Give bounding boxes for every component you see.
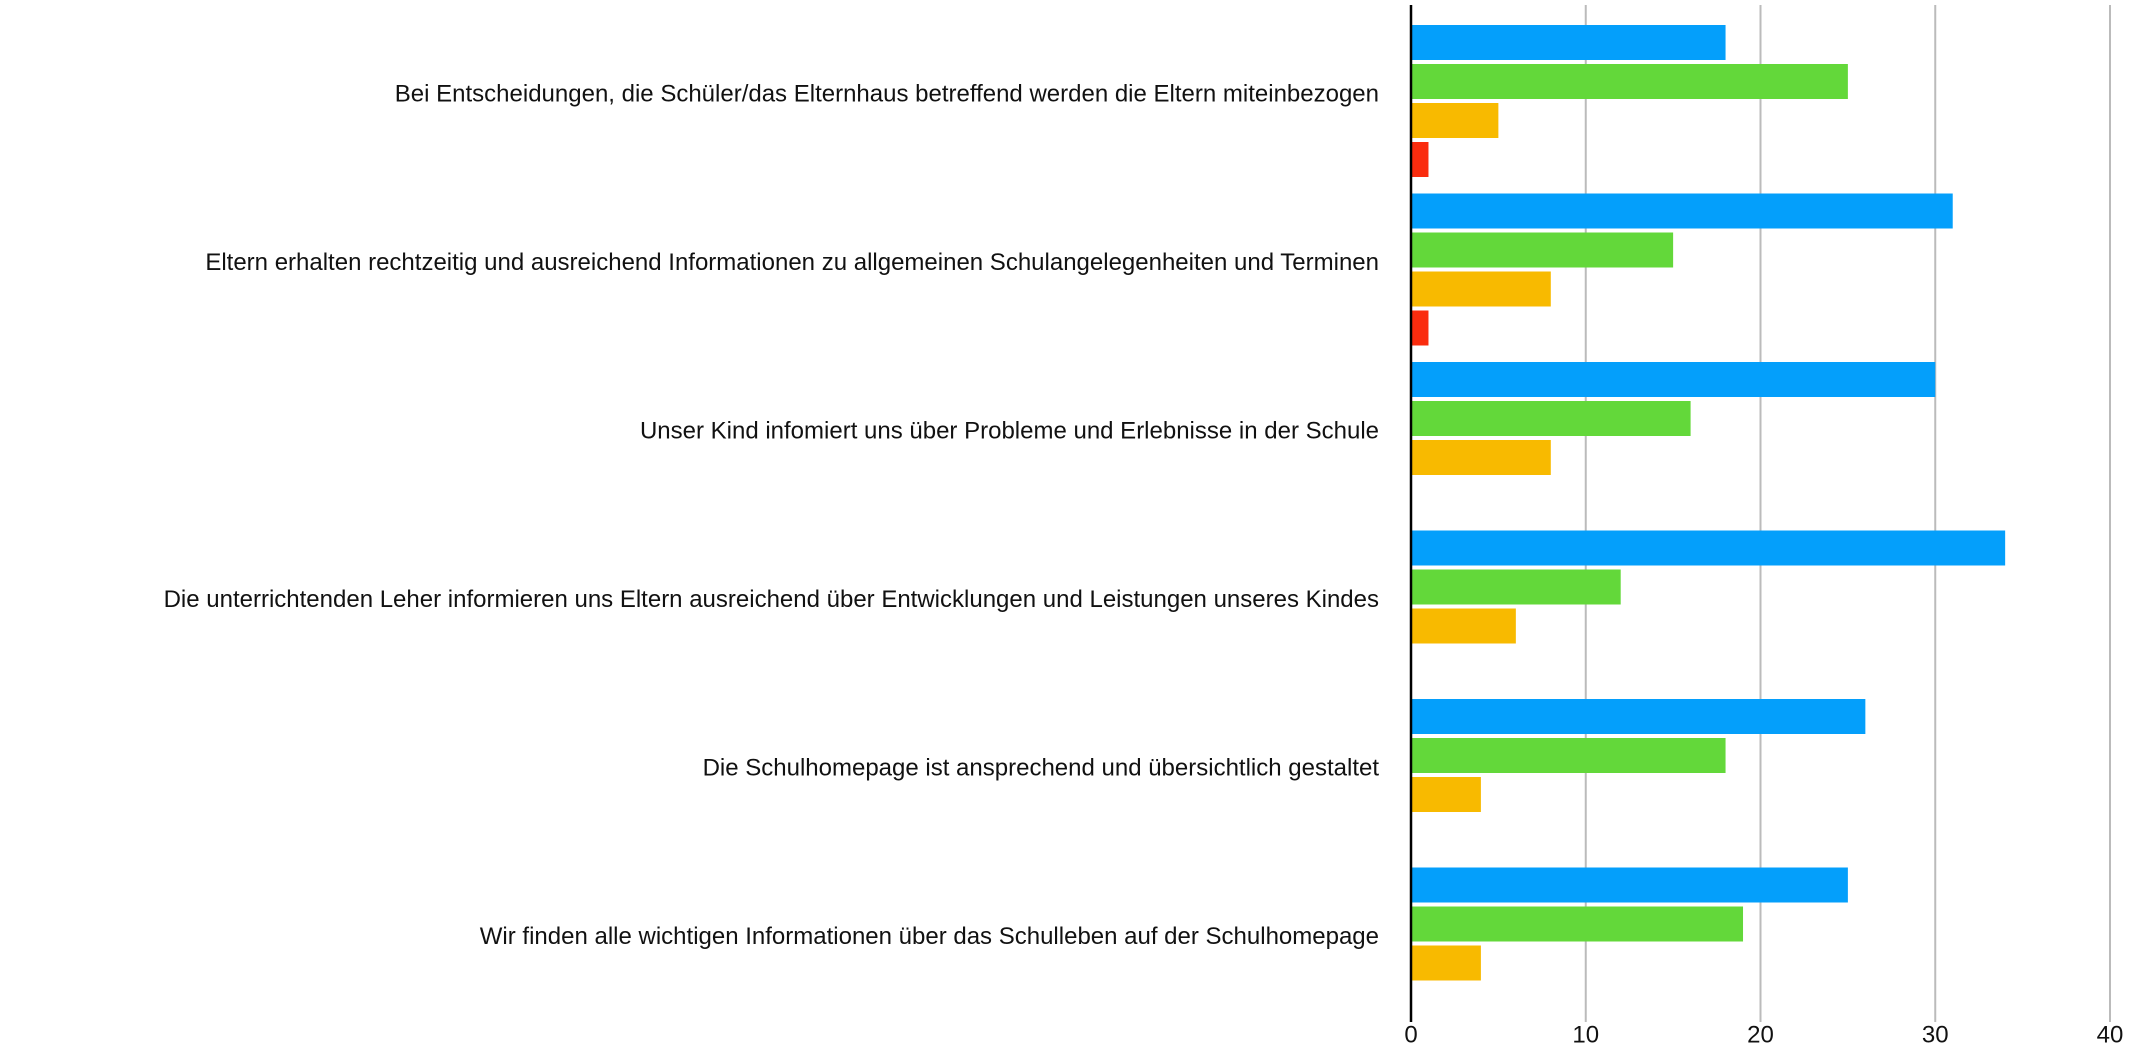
category-label: Wir finden alle wichtigen Informationen … xyxy=(480,923,1379,950)
bar xyxy=(1411,945,1481,981)
bar xyxy=(1411,699,1866,734)
bar xyxy=(1411,530,2006,566)
x-tick-label: 10 xyxy=(1572,1021,1599,1048)
bar xyxy=(1411,777,1481,812)
bar xyxy=(1411,142,1429,177)
x-tick-label: 20 xyxy=(1747,1021,1774,1048)
category-label: Bei Entscheidungen, die Schüler/das Elte… xyxy=(395,81,1379,108)
bar xyxy=(1411,362,1936,397)
category-label: Die unterrichtenden Leher informieren un… xyxy=(164,586,1379,613)
bar xyxy=(1411,193,1953,229)
bar xyxy=(1411,867,1848,903)
category-label: Die Schulhomepage ist ansprechend und üb… xyxy=(703,755,1380,782)
bar xyxy=(1411,738,1726,773)
bar xyxy=(1411,232,1674,268)
bar xyxy=(1411,401,1691,436)
bar xyxy=(1411,25,1726,60)
x-tick-label: 0 xyxy=(1404,1021,1417,1048)
x-tick-label: 30 xyxy=(1922,1021,1949,1048)
bar xyxy=(1411,906,1744,942)
bar xyxy=(1411,271,1551,307)
bar xyxy=(1411,569,1621,605)
bar xyxy=(1411,103,1499,138)
bar xyxy=(1411,608,1516,644)
category-label: Unser Kind infomiert uns über Probleme u… xyxy=(640,418,1379,445)
category-label: Eltern erhalten rechtzeitig und ausreich… xyxy=(205,249,1379,276)
bar xyxy=(1411,310,1429,346)
bar xyxy=(1411,440,1551,475)
x-tick-label: 40 xyxy=(2097,1021,2124,1048)
bar xyxy=(1411,64,1848,99)
